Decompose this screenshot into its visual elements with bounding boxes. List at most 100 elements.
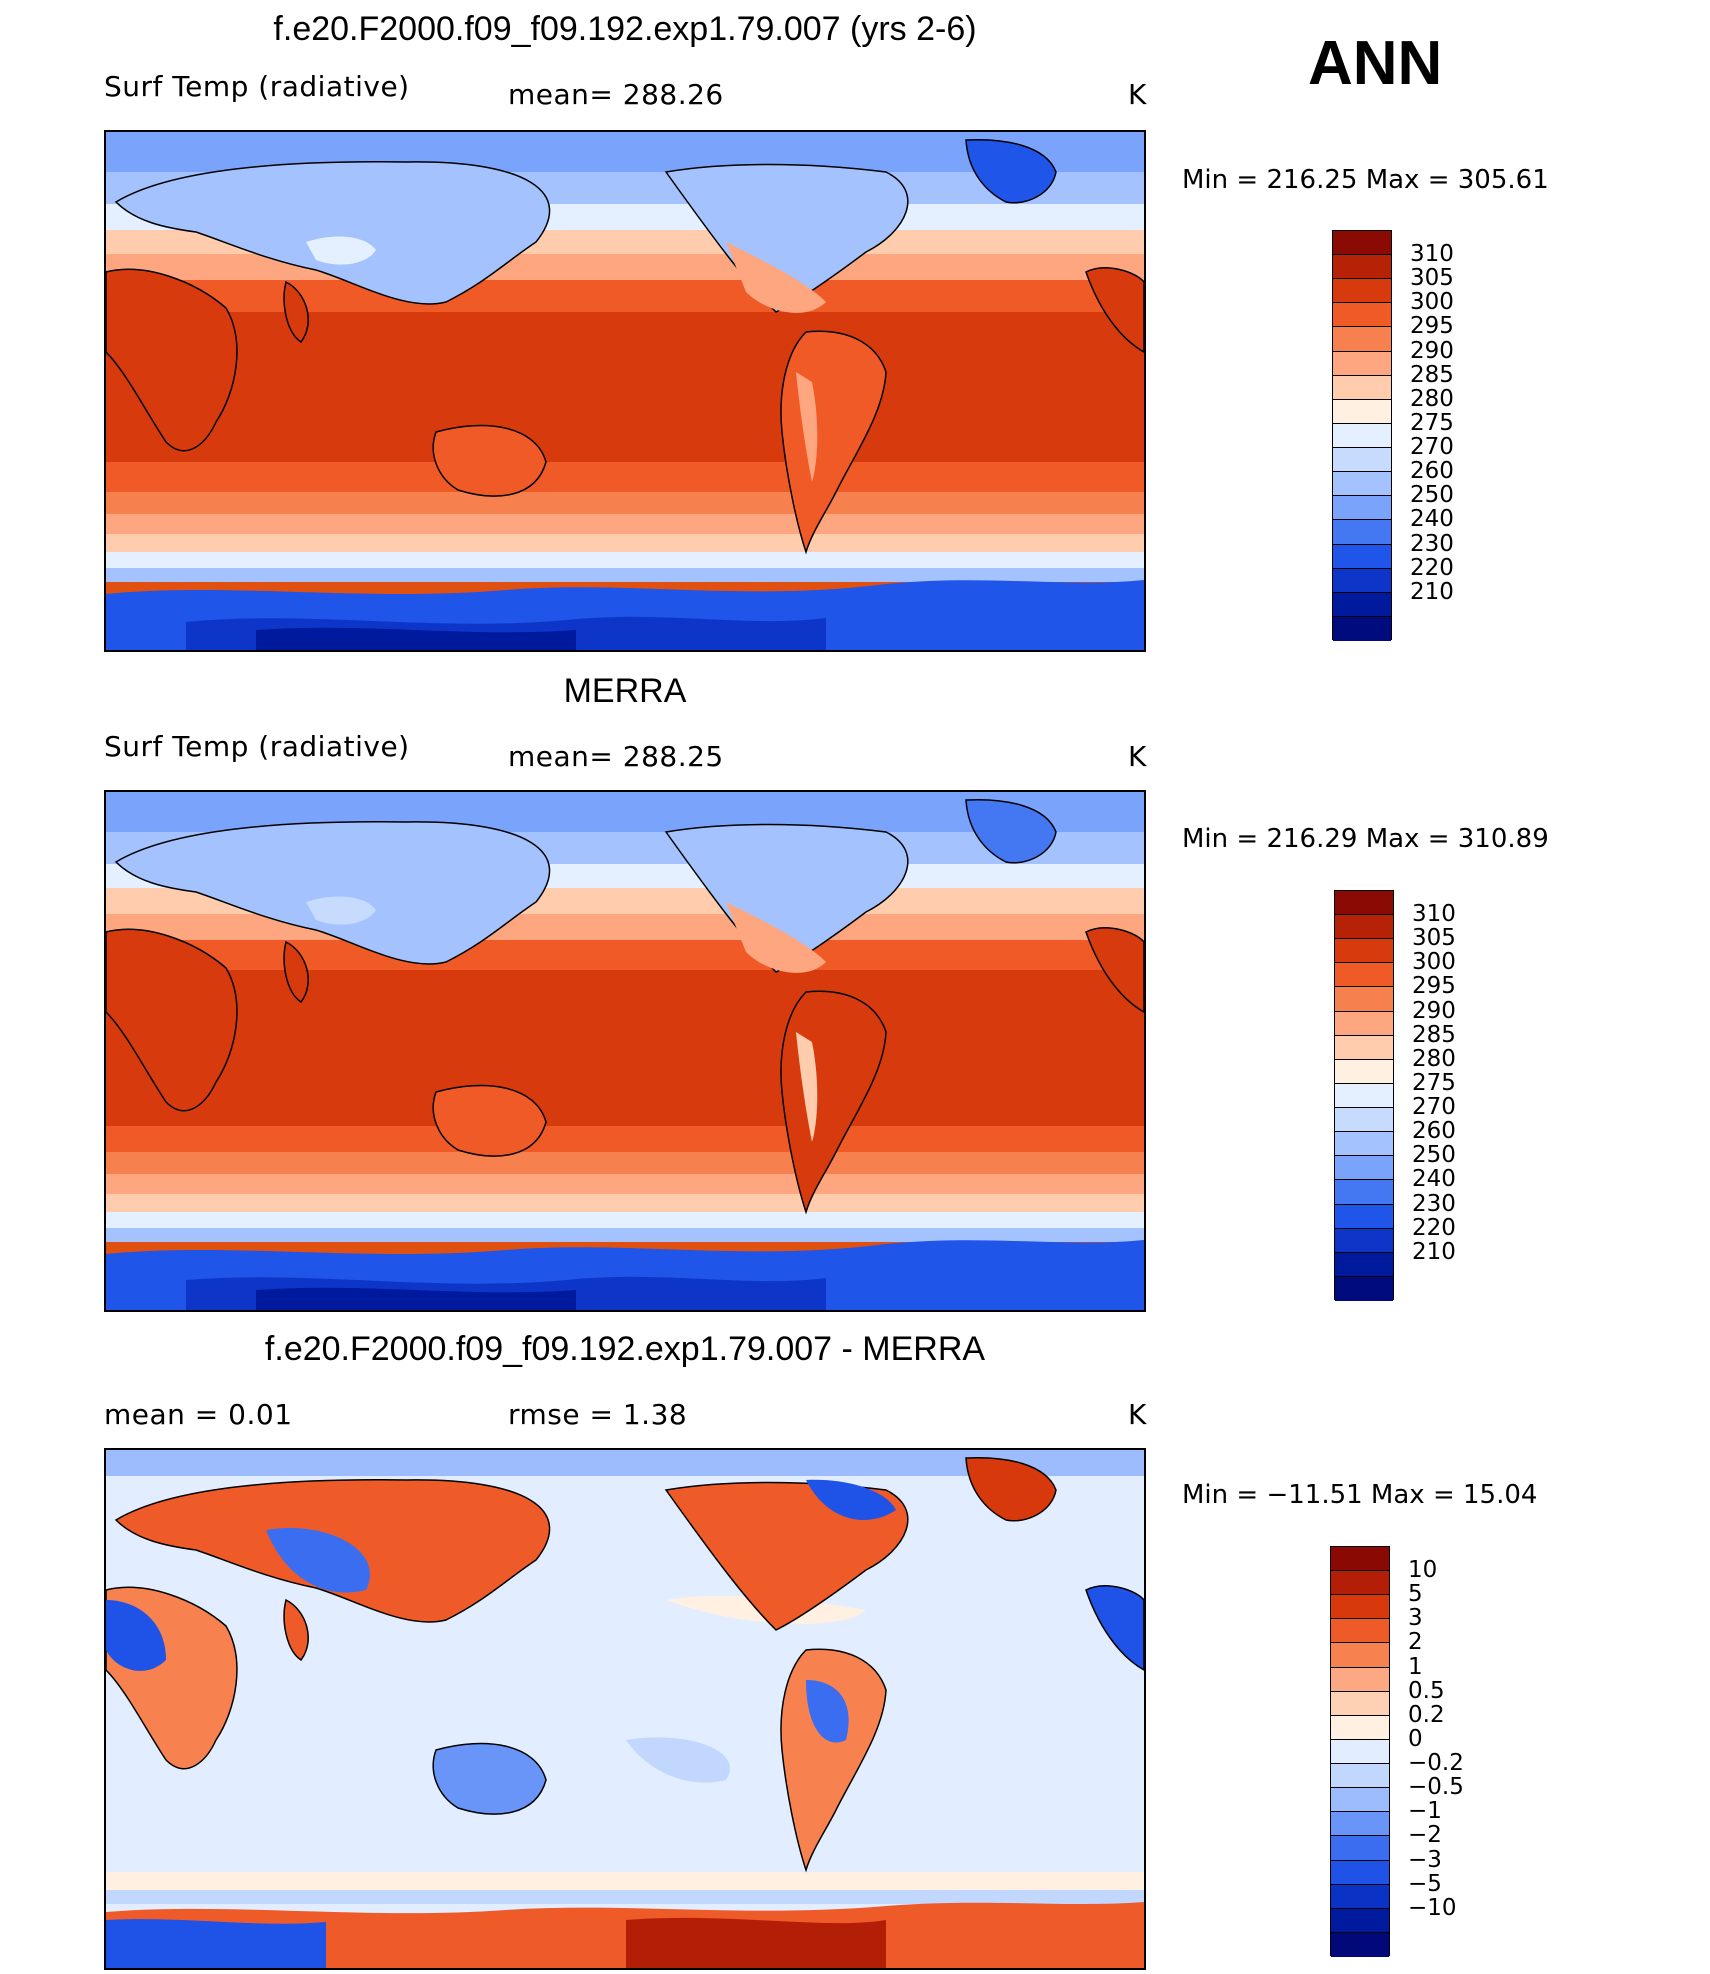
colorbar-tick-label: 1 [1408, 1653, 1423, 1680]
india [283, 280, 309, 344]
colorbar-tick-label: 285 [1412, 1021, 1456, 1048]
band-south-cool [106, 534, 1144, 552]
colorbar-swatch [1331, 1571, 1389, 1596]
colorbar-tick-label: −2 [1408, 1822, 1442, 1849]
africa [106, 928, 238, 1112]
eurasia [114, 161, 551, 305]
colorbar-swatch [1333, 592, 1391, 617]
band-south-temperate [106, 492, 1144, 514]
band-south-subtropic [106, 1126, 1144, 1152]
colorbar-swatch [1335, 963, 1393, 988]
colorbar-tick-label: 280 [1412, 1045, 1456, 1072]
colorbar-tick-label: 275 [1412, 1069, 1456, 1096]
band-south-subtropic [106, 462, 1144, 492]
colorbar-swatch [1331, 1619, 1389, 1644]
colorbar-tick-label: 275 [1410, 409, 1454, 436]
andes [796, 1032, 818, 1142]
colorbar-swatch [1331, 1547, 1389, 1572]
colorbar-swatch [1333, 255, 1391, 280]
colorbar-swatch [1333, 327, 1391, 352]
panel-obs-map [104, 790, 1146, 1312]
colorbar-swatch [1331, 1932, 1389, 1957]
colorbar-tick-label: 310 [1410, 241, 1454, 268]
colorbar-swatch [1333, 351, 1391, 376]
panel-diff-map-svg [106, 1450, 1144, 1968]
australia [432, 424, 547, 497]
colorbar-swatch [1333, 423, 1391, 449]
colorbar-swatch [1331, 1643, 1389, 1668]
panel-model-title: f.e20.F2000.f09_f09.192.exp1.79.007 (yrs… [273, 10, 977, 48]
colorbar-swatch [1335, 915, 1393, 940]
colorbar-swatch [1333, 472, 1391, 497]
colorbar-swatch [1331, 1908, 1389, 1933]
band-tropics [106, 312, 1144, 462]
panel-diff-colorbar-labels: 10 5 3 2 1 0.5 0.2 0 −0.2 −0.5 −1 −2 −3 −5 −10 [1408, 1546, 1548, 1956]
colorbar-tick-label: 220 [1412, 1214, 1456, 1241]
colorbar-swatch [1335, 1035, 1393, 1060]
colorbar-tick-label: 250 [1412, 1142, 1456, 1169]
panel-obs-colorbar [1334, 890, 1394, 1301]
band-southern-warm [106, 1872, 1144, 1890]
australia [432, 1084, 547, 1157]
panel-obs-mean-label: mean= 288.25 [508, 740, 724, 773]
colorbar-swatch [1335, 1011, 1393, 1036]
panel-diff-mean-label: mean = 0.01 [104, 1398, 293, 1431]
band-south-temperate [106, 1152, 1144, 1174]
colorbar-tick-label: 290 [1410, 337, 1454, 364]
sahara-cool [106, 1600, 166, 1671]
pacific-cool-patch [626, 1737, 730, 1783]
colorbar-tick-label: 300 [1412, 949, 1456, 976]
colorbar-swatch [1333, 616, 1391, 641]
panel-model-map-svg [106, 132, 1144, 650]
colorbar-tick-label: 305 [1410, 265, 1454, 292]
band-north-subtropic [106, 280, 1144, 312]
band-southern-cool [106, 1890, 1144, 1904]
panel-model-mean-label: mean= 288.26 [508, 78, 724, 111]
antarctica-plateau [256, 1287, 576, 1310]
colorbar-tick-label: 0.5 [1408, 1677, 1445, 1704]
colorbar-tick-label: 240 [1410, 506, 1454, 533]
colorbar-tick-label: 240 [1412, 1166, 1456, 1193]
colorbar-swatch [1335, 1132, 1393, 1157]
colorbar-swatch [1333, 568, 1391, 593]
india [283, 940, 309, 1004]
panel-diff-rmse-label: rmse = 1.38 [508, 1398, 688, 1431]
colorbar-swatch [1335, 1083, 1393, 1109]
colorbar-swatch [1331, 1812, 1389, 1837]
africa-east-edge [1085, 1585, 1144, 1671]
colorbar-tick-label: 260 [1412, 1118, 1456, 1145]
panel-obs-minmax: Min = 216.29 Max = 310.89 [1182, 824, 1549, 854]
colorbar-swatch [1333, 303, 1391, 328]
panel-model-units: K [1128, 78, 1147, 111]
band-north-subtropic [106, 940, 1144, 970]
south-america [780, 1648, 887, 1873]
colorbar-tick-label: 285 [1410, 361, 1454, 388]
australia [432, 1742, 547, 1815]
colorbar-swatch [1335, 1180, 1393, 1205]
north-america-south [726, 902, 826, 973]
panel-diff-title: f.e20.F2000.f09_f09.192.exp1.79.007 - ME… [264, 1330, 986, 1368]
colorbar-swatch [1331, 1691, 1389, 1716]
colorbar-swatch [1333, 496, 1391, 521]
colorbar-tick-label: 260 [1410, 458, 1454, 485]
greenland [965, 1456, 1057, 1522]
panel-model-colorbar [1332, 230, 1392, 641]
band-south-subpolar [106, 1212, 1144, 1228]
panel-diff-units: K [1128, 1398, 1147, 1431]
band-north-temperate [106, 914, 1144, 940]
colorbar-tick-label: 300 [1410, 289, 1454, 316]
panel-obs-map-svg [106, 792, 1144, 1310]
india [283, 1598, 309, 1662]
africa [106, 268, 238, 452]
africa-east-edge [1085, 267, 1144, 353]
colorbar-tick-label: 270 [1410, 434, 1454, 461]
colorbar-swatch [1335, 1228, 1393, 1253]
amazon-cool [806, 1680, 849, 1743]
band-southern-ocean [106, 1228, 1144, 1242]
band-southern-ocean [106, 568, 1144, 582]
colorbar-tick-label: −0.2 [1408, 1750, 1464, 1777]
colorbar-swatch [1331, 1595, 1389, 1620]
colorbar-swatch [1331, 1836, 1389, 1861]
colorbar-swatch [1333, 231, 1391, 256]
colorbar-swatch [1335, 1252, 1393, 1277]
